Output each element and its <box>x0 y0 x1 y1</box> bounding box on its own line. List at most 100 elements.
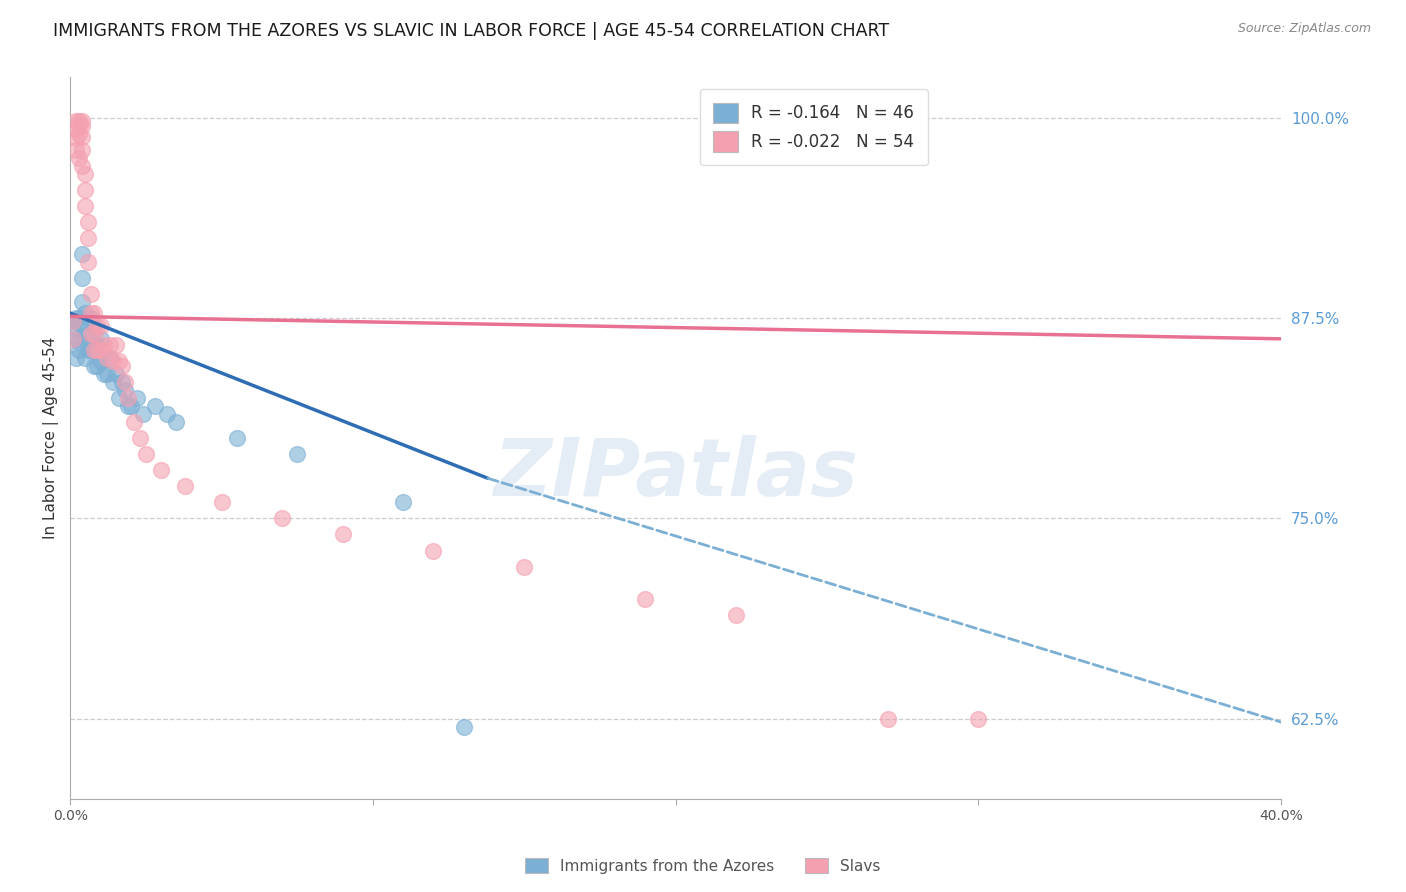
Point <box>86 343 108 357</box>
Point <box>332 527 354 541</box>
Point <box>104 338 127 352</box>
Point <box>75 326 97 341</box>
Point <box>77 343 100 357</box>
Point <box>65 121 87 136</box>
Point <box>65 310 87 325</box>
Point <box>225 431 247 445</box>
Point <box>65 143 87 157</box>
Point <box>271 511 294 525</box>
Point <box>98 351 121 365</box>
Point <box>62 320 84 334</box>
Point <box>75 199 97 213</box>
Point <box>83 359 105 373</box>
Point <box>65 332 87 346</box>
Point <box>150 463 173 477</box>
Point <box>86 359 108 373</box>
Point <box>67 334 90 349</box>
Point <box>165 415 187 429</box>
Point <box>93 367 115 381</box>
Point <box>122 415 145 429</box>
Point <box>143 399 166 413</box>
Point <box>77 255 100 269</box>
Text: ZIPatlas: ZIPatlas <box>494 435 858 513</box>
Point <box>86 338 108 352</box>
Point <box>876 712 898 726</box>
Point <box>77 326 100 341</box>
Point <box>80 326 103 341</box>
Point <box>75 167 97 181</box>
Point <box>65 113 87 128</box>
Point <box>72 295 94 310</box>
Point <box>392 495 415 509</box>
Point <box>77 215 100 229</box>
Point <box>156 407 179 421</box>
Point <box>634 591 657 606</box>
Point <box>104 367 127 381</box>
Point <box>72 129 94 144</box>
Point <box>98 338 121 352</box>
Point <box>453 720 475 734</box>
Point <box>67 151 90 165</box>
Point <box>83 318 105 333</box>
Point <box>67 310 90 325</box>
Point <box>89 318 111 333</box>
Point <box>75 306 97 320</box>
Point <box>111 359 134 373</box>
Point <box>65 131 87 145</box>
Point <box>114 383 136 397</box>
Point <box>65 351 87 365</box>
Legend: R = -0.164   N = 46, R = -0.022   N = 54: R = -0.164 N = 46, R = -0.022 N = 54 <box>700 89 928 165</box>
Point <box>117 391 139 405</box>
Point <box>83 338 105 352</box>
Point <box>967 712 990 726</box>
Point <box>80 287 103 301</box>
Point <box>80 306 103 320</box>
Point <box>125 391 148 405</box>
Point <box>101 354 124 368</box>
Point <box>72 143 94 157</box>
Point <box>67 119 90 133</box>
Point <box>72 113 94 128</box>
Point <box>93 338 115 352</box>
Point <box>89 343 111 357</box>
Point <box>513 559 536 574</box>
Point <box>72 247 94 261</box>
Point <box>89 354 111 368</box>
Point <box>62 314 84 328</box>
Point <box>83 326 105 341</box>
Point <box>101 375 124 389</box>
Point <box>211 495 233 509</box>
Point <box>96 367 118 381</box>
Point <box>62 332 84 346</box>
Point <box>111 375 134 389</box>
Point <box>128 431 150 445</box>
Point <box>72 159 94 173</box>
Point <box>75 351 97 365</box>
Point <box>285 447 308 461</box>
Text: IMMIGRANTS FROM THE AZORES VS SLAVIC IN LABOR FORCE | AGE 45-54 CORRELATION CHAR: IMMIGRANTS FROM THE AZORES VS SLAVIC IN … <box>53 22 890 40</box>
Point <box>75 183 97 197</box>
Point <box>117 399 139 413</box>
Point <box>80 343 103 357</box>
Point <box>96 351 118 365</box>
Point <box>83 306 105 320</box>
Point <box>67 343 90 357</box>
Point <box>89 332 111 346</box>
Point <box>83 343 105 357</box>
Point <box>120 399 142 413</box>
Point <box>86 318 108 333</box>
Point <box>114 375 136 389</box>
Point <box>67 113 90 128</box>
Point <box>77 310 100 325</box>
Point <box>422 543 444 558</box>
Point <box>174 479 197 493</box>
Y-axis label: In Labor Force | Age 45-54: In Labor Force | Age 45-54 <box>44 337 59 540</box>
Point <box>72 271 94 285</box>
Point <box>77 231 100 245</box>
Point <box>80 310 103 325</box>
Legend: Immigrants from the Azores, Slavs: Immigrants from the Azores, Slavs <box>519 852 887 880</box>
Point <box>135 447 157 461</box>
Point <box>67 127 90 141</box>
Point <box>72 119 94 133</box>
Point <box>62 314 84 328</box>
